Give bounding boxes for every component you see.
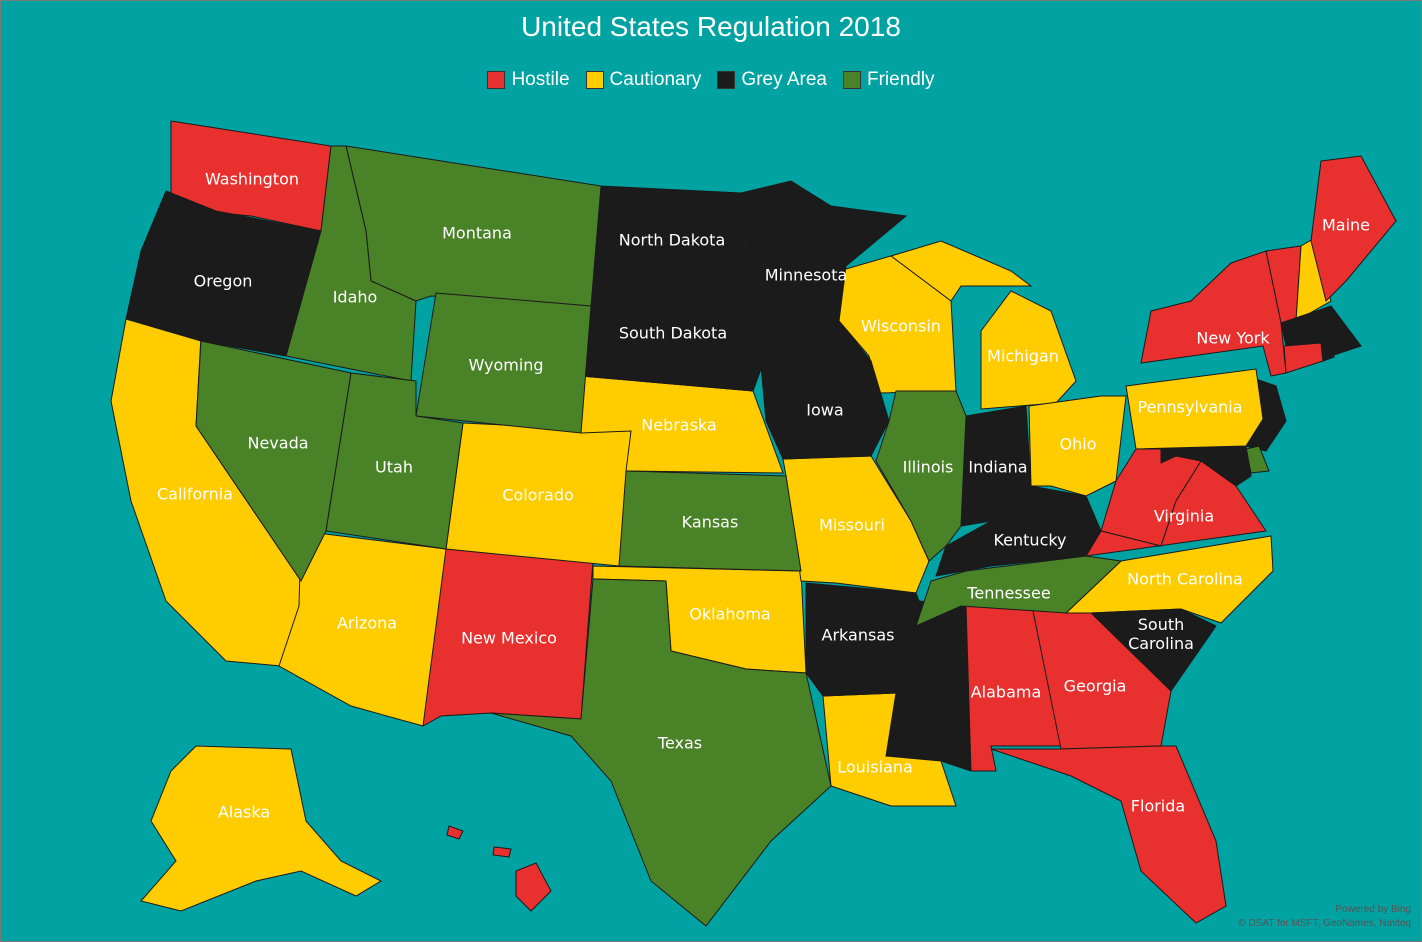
state [875,390,967,562]
legend-label: Grey Area [741,69,827,90]
state-label: California [157,484,233,504]
state [915,555,1123,627]
state-label: North Dakota [618,230,726,250]
state-label: Texas [657,733,703,753]
state-label: Oregon [193,271,253,291]
state [1028,395,1127,497]
connecticut [1283,342,1324,374]
state [822,692,957,807]
state-label: Alabama [970,682,1042,702]
state-label: Oklahoma [689,604,771,624]
state [285,145,417,382]
state-label: Virginia [1153,506,1215,526]
state-label: Louisiana [837,757,913,777]
state [618,470,802,572]
legend-swatch [717,71,736,89]
massachusetts [1280,305,1362,357]
legend-item: Cautionary [585,69,702,91]
state-label: Missouri [819,515,885,535]
state-label: Washington [204,169,300,189]
state-label: Iowa [806,400,844,420]
state-label: Wisconsin [861,316,941,336]
state [415,292,592,434]
state [140,745,383,912]
legend-swatch [487,71,506,89]
hawaii [515,862,552,912]
legend-swatch [842,71,861,89]
states [110,120,1397,927]
state-label: Arkansas [821,625,895,645]
legend: Hostile Cautionary Grey Area Friendly [1,69,1421,91]
state-label: Tennessee [967,583,1051,603]
state-label: New York [1196,328,1270,348]
state [325,372,464,550]
state-label: Georgia [1063,676,1127,696]
state-label: Colorado [502,485,574,505]
state [990,745,1227,924]
state [125,190,322,357]
state [935,485,1102,577]
state-label: Pennsylvania [1137,397,1243,417]
state [980,290,1077,410]
legend-label: Hostile [511,69,570,90]
attribution-line: Powered by Bing [1335,904,1411,915]
state-label: Indiana [968,457,1028,477]
hawaii [492,846,512,858]
attribution-line: © DSAT for MSFT, GeoNames, Navteq [1238,918,1411,929]
state-label: Arizona [336,613,398,633]
map-title: United States Regulation 2018 [521,11,901,42]
state-label: Kentucky [993,530,1067,550]
state [195,340,352,582]
state [1085,460,1267,557]
state-label: Idaho [332,287,378,307]
legend-swatch [585,71,604,89]
state [1125,368,1264,450]
state-label: Minnesota [764,265,848,285]
legend-label: Cautionary [609,69,702,90]
state-label: South Carolina [1128,615,1194,653]
state-label: Nevada [247,433,309,453]
legend-item: Hostile [487,69,570,91]
state-label: Kansas [681,512,739,532]
state-label: Nebraska [641,415,717,435]
state [490,578,832,927]
state-label: South Dakota [618,323,728,343]
state-label: New Mexico [461,628,557,648]
state-label: Ohio [1059,434,1097,454]
hawaii [446,825,464,840]
state [1089,608,1217,692]
state [760,360,890,460]
state-label: Wyoming [468,355,544,375]
state-label: Maine [1321,215,1371,235]
state [1140,250,1287,377]
state-label: Florida [1130,796,1186,816]
state-label: Illinois [902,457,954,477]
state-label: Montana [442,223,512,243]
new-hampshire [1295,238,1332,322]
state [1310,155,1397,302]
state-label: Alaska [217,802,271,822]
state-label: Utah [375,457,413,477]
state-label: North Carolina [1127,569,1243,589]
attribution: Powered by Bing © DSAT for MSFT, GeoName… [1238,903,1411,931]
state [740,180,908,367]
legend-item: Grey Area [717,69,827,91]
legend-item: Friendly [842,69,935,91]
rhode-island [1320,340,1335,362]
state-label: Michigan [987,346,1059,366]
legend-label: Friendly [866,69,935,90]
